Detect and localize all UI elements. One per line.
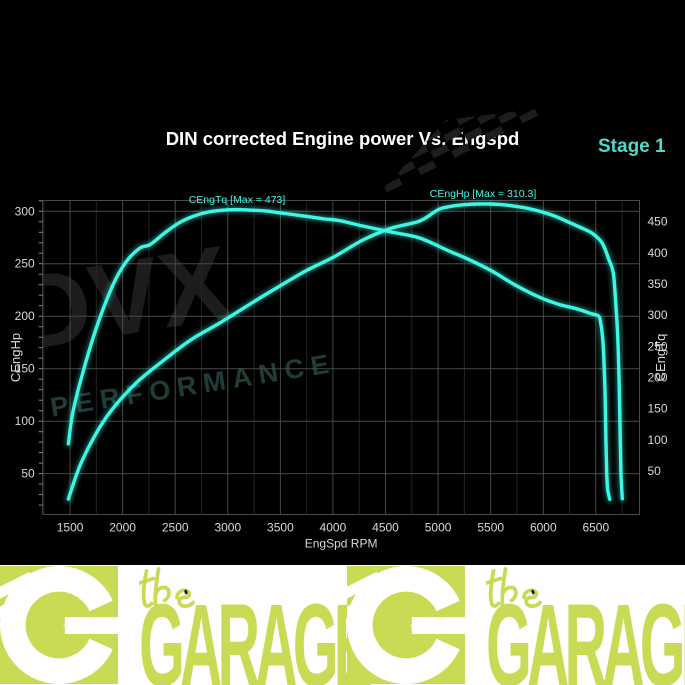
svg-text:CEngHp: CEngHp: [8, 333, 23, 382]
svg-text:250: 250: [15, 257, 35, 271]
svg-text:1500: 1500: [57, 521, 84, 535]
svg-text:3000: 3000: [214, 521, 241, 535]
svg-text:6500: 6500: [582, 521, 609, 535]
svg-text:100: 100: [648, 433, 668, 447]
svg-text:CEngTq: CEngTq: [653, 334, 668, 382]
svg-text:CEngHp [Max = 310.3]: CEngHp [Max = 310.3]: [430, 188, 537, 200]
svg-text:50: 50: [21, 467, 35, 481]
svg-text:2500: 2500: [162, 521, 189, 535]
svg-text:350: 350: [648, 277, 668, 291]
svg-text:5500: 5500: [477, 521, 504, 535]
svg-text:100: 100: [15, 414, 35, 428]
svg-text:450: 450: [648, 215, 668, 229]
svg-text:6000: 6000: [530, 521, 557, 535]
svg-text:2000: 2000: [109, 521, 136, 535]
svg-text:EngSpd RPM: EngSpd RPM: [305, 537, 378, 551]
svg-text:300: 300: [15, 204, 35, 218]
svg-text:4500: 4500: [372, 521, 399, 535]
svg-text:5000: 5000: [425, 521, 452, 535]
svg-text:400: 400: [648, 246, 668, 260]
svg-text:200: 200: [15, 309, 35, 323]
svg-text:150: 150: [648, 402, 668, 416]
svg-text:50: 50: [648, 464, 662, 478]
svg-text:300: 300: [648, 308, 668, 322]
svg-text:4000: 4000: [320, 521, 347, 535]
svg-text:CEngTq [Max = 473]: CEngTq [Max = 473]: [189, 194, 286, 206]
svg-text:3500: 3500: [267, 521, 294, 535]
